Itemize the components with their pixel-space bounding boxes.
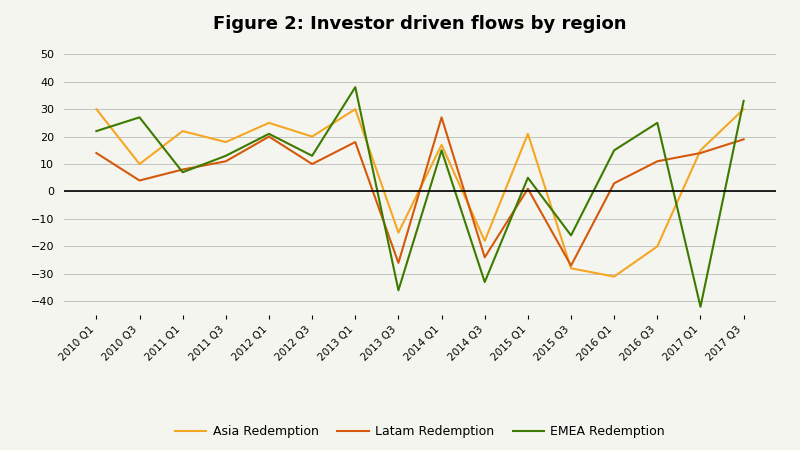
Line: EMEA Redemption: EMEA Redemption [96,87,744,307]
EMEA Redemption [134,115,144,120]
EMEA Redemption [610,148,619,153]
Latam Redemption [134,178,144,183]
EMEA Redemption [480,279,490,285]
EMEA Redemption [221,153,230,158]
Asia Redemption [221,140,230,145]
Latam Redemption [178,167,187,172]
EMEA Redemption [394,288,403,293]
Latam Redemption [307,162,317,167]
EMEA Redemption [566,233,576,238]
Latam Redemption [739,137,749,142]
Latam Redemption [91,150,101,156]
Asia Redemption [653,244,662,249]
Latam Redemption [523,186,533,191]
Asia Redemption [739,107,749,112]
EMEA Redemption [307,153,317,158]
EMEA Redemption [696,304,706,310]
Latam Redemption [264,134,274,140]
Line: Latam Redemption: Latam Redemption [96,117,744,266]
Latam Redemption [221,158,230,164]
Title: Figure 2: Investor driven flows by region: Figure 2: Investor driven flows by regio… [214,15,626,33]
Latam Redemption [610,180,619,186]
Latam Redemption [566,263,576,268]
Asia Redemption [307,134,317,140]
Latam Redemption [480,255,490,260]
EMEA Redemption [264,131,274,136]
Latam Redemption [437,115,446,120]
EMEA Redemption [523,175,533,180]
EMEA Redemption [91,128,101,134]
Asia Redemption [610,274,619,279]
Line: Asia Redemption: Asia Redemption [96,109,744,277]
EMEA Redemption [437,148,446,153]
Asia Redemption [437,142,446,148]
Latam Redemption [350,140,360,145]
EMEA Redemption [178,170,187,175]
Legend: Asia Redemption, Latam Redemption, EMEA Redemption: Asia Redemption, Latam Redemption, EMEA … [170,420,670,443]
EMEA Redemption [653,120,662,126]
EMEA Redemption [350,85,360,90]
Asia Redemption [394,230,403,235]
Asia Redemption [134,162,144,167]
Asia Redemption [91,107,101,112]
Asia Redemption [566,266,576,271]
Asia Redemption [480,238,490,243]
Latam Redemption [394,260,403,265]
Asia Redemption [523,131,533,136]
Asia Redemption [696,148,706,153]
EMEA Redemption [739,98,749,104]
Asia Redemption [350,107,360,112]
Latam Redemption [696,150,706,156]
Latam Redemption [653,158,662,164]
Asia Redemption [264,120,274,126]
Asia Redemption [178,128,187,134]
